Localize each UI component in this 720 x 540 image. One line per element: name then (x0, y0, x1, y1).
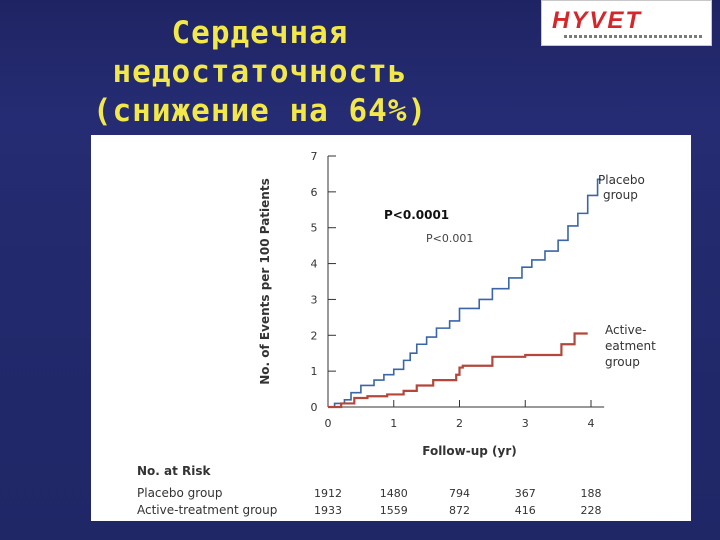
at-risk-value: 416 (515, 504, 536, 517)
active-label-line: eatment (605, 339, 656, 353)
placebo-label-line: Placebo (598, 173, 645, 187)
x-tick-label: 0 (325, 417, 332, 430)
at-risk-value: 872 (449, 504, 470, 517)
at-risk-header: No. at Risk (137, 464, 212, 478)
logo-text: HYVET (552, 7, 643, 34)
y-tick-label: 0 (311, 401, 318, 414)
active-label-line: group (605, 355, 640, 369)
y-tick-label: 7 (311, 150, 318, 163)
at-risk-value: 1480 (380, 487, 408, 500)
y-tick-label: 5 (311, 222, 318, 235)
y-tick-label: 4 (311, 258, 318, 271)
p-value-chart: P<0.001 (426, 232, 473, 245)
at-risk-value: 1933 (314, 504, 342, 517)
at-risk-value: 367 (515, 487, 536, 500)
x-axis-label: Follow-up (yr) (422, 444, 517, 458)
at-risk-value: 1559 (380, 504, 408, 517)
at-risk-row-label: Placebo group (137, 486, 223, 500)
axes: 0 1 2 3 4 5 6 7 0 1 2 3 4 (311, 150, 605, 430)
y-tick-label: 3 (311, 293, 318, 306)
x-tick-label: 4 (588, 417, 595, 430)
chart-panel: 0 1 2 3 4 5 6 7 0 1 2 3 4 Follow-up (yr) No. of Event… (91, 135, 691, 521)
events-chart: 0 1 2 3 4 5 6 7 0 1 2 3 4 Follow-up (yr) No. of Event… (137, 150, 656, 517)
y-tick-label: 2 (311, 329, 318, 342)
at-risk-value: 1912 (314, 487, 342, 500)
at-risk-value: 794 (449, 487, 470, 500)
series-layer (328, 178, 601, 409)
labels-layer: Follow-up (yr) No. of Events per 100 Pati… (137, 173, 656, 517)
active-label-line: Active- (605, 323, 646, 337)
at-risk-value: 228 (581, 504, 602, 517)
at-risk-value: 188 (581, 487, 602, 500)
p-value-overlay: P<0.0001 (384, 208, 449, 222)
x-tick-label: 1 (390, 417, 397, 430)
slide-title: Сердечная недостаточность (снижение на 6… (92, 15, 428, 129)
logo: HYVET (541, 0, 712, 46)
at-risk-row-label: Active-treatment group (137, 503, 277, 517)
x-tick-label: 2 (456, 417, 463, 430)
y-tick-label: 1 (311, 365, 318, 378)
series-line-placebo (328, 178, 601, 408)
logo-tagline (564, 35, 704, 38)
y-tick-label: 6 (311, 186, 318, 199)
y-axis-label: No. of Events per 100 Patients (258, 178, 272, 384)
series-line-active (328, 332, 588, 409)
x-tick-label: 3 (522, 417, 529, 430)
placebo-label-line: group (603, 188, 638, 202)
